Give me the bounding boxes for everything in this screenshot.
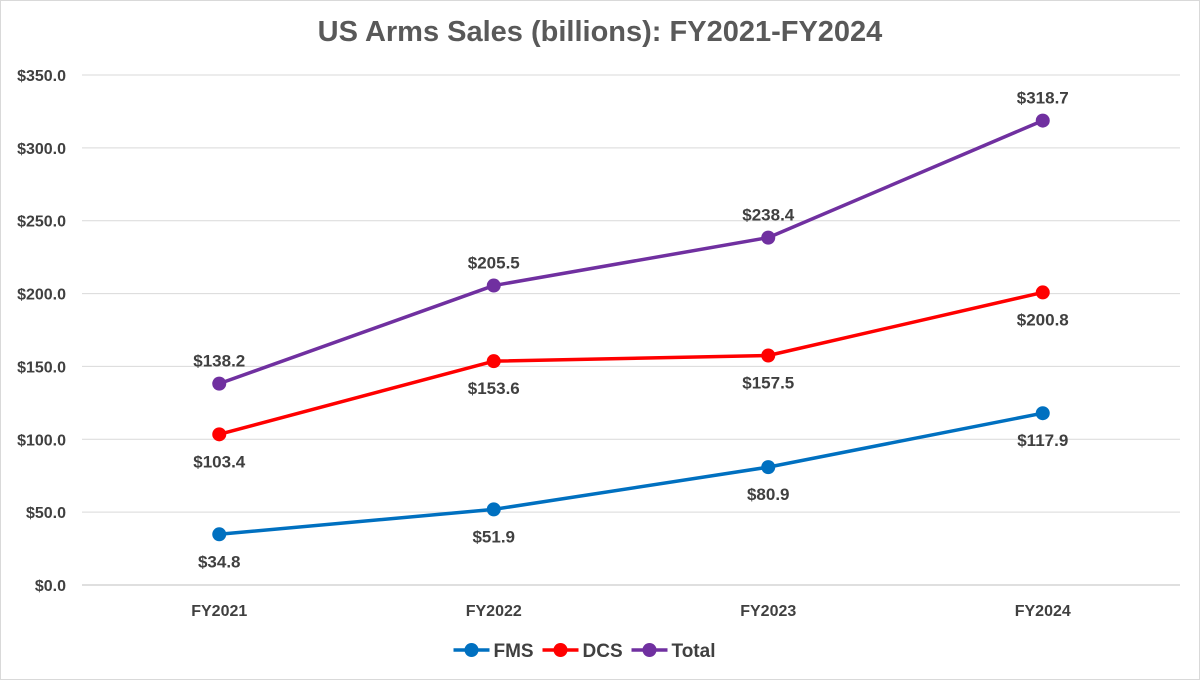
data-label-dcs: $153.6 [468, 379, 520, 398]
y-tick-label: $100.0 [17, 432, 66, 449]
series-line-dcs [217, 290, 1045, 437]
legend-label-dcs: DCS [583, 641, 623, 662]
data-point-dcs [212, 427, 227, 442]
x-tick-label: FY2024 [1015, 603, 1071, 620]
legend-marker-fms [464, 643, 479, 657]
legend-marker-dcs [553, 643, 568, 657]
data-point-total [1035, 113, 1050, 128]
legend-label-fms: FMS [494, 641, 534, 662]
chart-title: US Arms Sales (billions): FY2021-FY2024 [317, 16, 883, 48]
data-label-fms: $51.9 [472, 527, 515, 546]
axes: $0.0 $50.0 $100.0 $150.0 $200.0 $250.0 $300.0 $… [17, 68, 1180, 620]
data-label-dcs: $200.8 [1017, 310, 1069, 329]
y-tick-label: $0.0 [35, 578, 66, 595]
data-point-fms [212, 527, 227, 542]
data-label-fms: $34.8 [198, 552, 241, 571]
legend-marker-total [642, 643, 657, 657]
data-point-total [761, 230, 776, 245]
y-tick-label: $50.0 [26, 505, 66, 522]
y-tick-label: $350.0 [17, 68, 66, 85]
data-point-fms [761, 460, 776, 475]
series-group [212, 113, 1050, 542]
data-label-total: $138.2 [193, 352, 245, 371]
x-tick-label: FY2023 [740, 603, 796, 620]
data-label-dcs: $157.5 [742, 374, 794, 393]
data-point-dcs [486, 354, 501, 369]
data-point-dcs [761, 348, 776, 363]
y-tick-label: $250.0 [17, 214, 66, 231]
data-point-dcs [1035, 285, 1050, 300]
data-label-fms: $117.9 [1017, 431, 1068, 450]
data-label-total: $318.7 [1017, 89, 1069, 108]
x-tick-label: FY2022 [466, 603, 522, 620]
y-tick-label: $150.0 [17, 359, 66, 376]
y-tick-label: $200.0 [17, 287, 66, 304]
data-label-total: $205.5 [468, 254, 520, 273]
series-line-total [217, 118, 1045, 386]
data-label-dcs: $103.4 [193, 452, 246, 471]
legend: FMS DCS Total [453, 641, 716, 662]
data-label-total: $238.4 [742, 206, 795, 225]
legend-label-total: Total [672, 641, 716, 662]
data-point-total [212, 376, 227, 391]
data-label-fms: $80.9 [747, 485, 790, 504]
x-tick-label: FY2021 [191, 603, 247, 620]
data-labels: $34.8 $51.9 $80.9 $117.9 $103.4 $153.6 $157.5 $… [193, 89, 1069, 572]
data-point-fms [486, 502, 501, 517]
y-tick-label: $300.0 [17, 141, 66, 158]
series-line-fms [217, 411, 1045, 537]
data-point-total [486, 278, 501, 293]
data-point-fms [1035, 406, 1050, 421]
gridlines [82, 74, 1180, 513]
